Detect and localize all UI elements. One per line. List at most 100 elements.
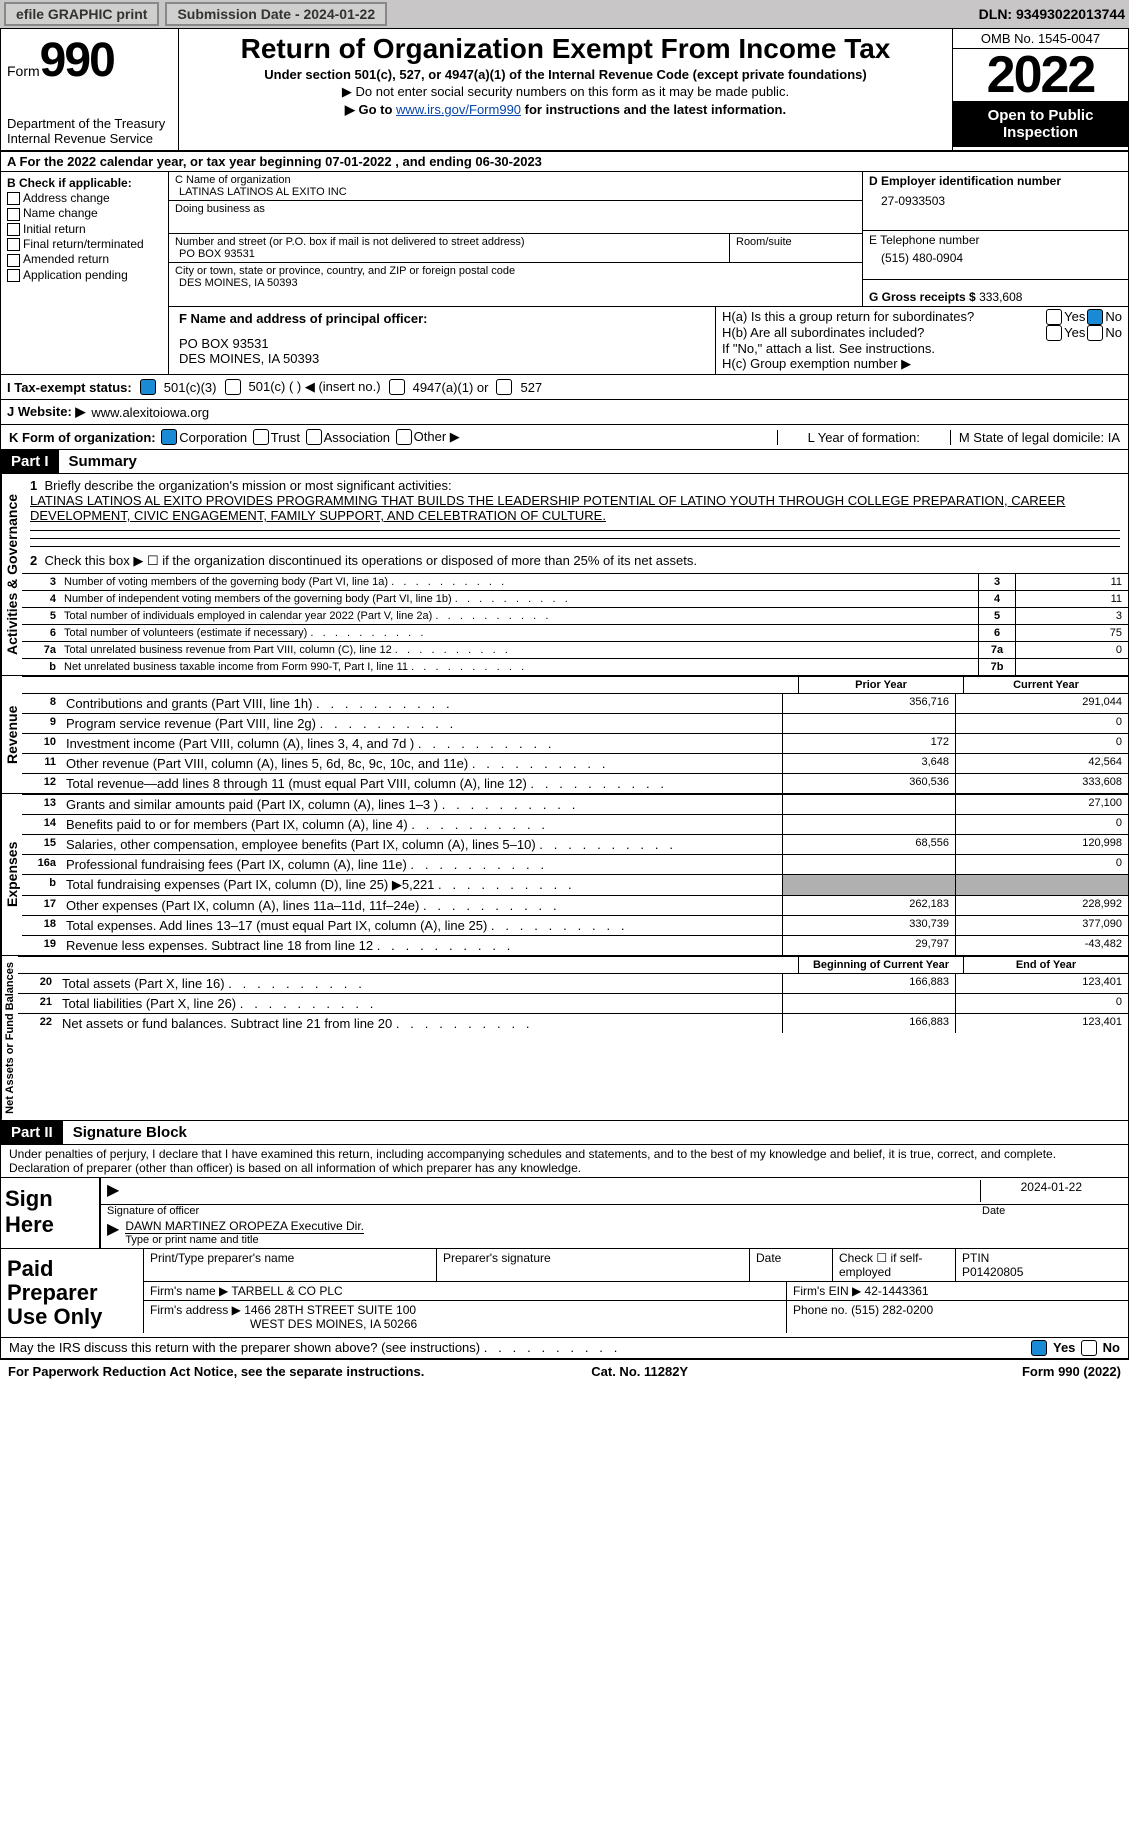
chk-name-change[interactable]: Name change bbox=[7, 206, 162, 220]
mission-text: LATINAS LATINOS AL EXITO PROVIDES PROGRA… bbox=[30, 493, 1065, 523]
expenses-side: Expenses bbox=[1, 794, 22, 955]
ssn-note: ▶ Do not enter social security numbers o… bbox=[185, 84, 946, 100]
perjury-declaration: Under penalties of perjury, I declare th… bbox=[1, 1145, 1128, 1177]
table-row: 9Program service revenue (Part VIII, lin… bbox=[22, 713, 1128, 733]
table-row: 17Other expenses (Part IX, column (A), l… bbox=[22, 895, 1128, 915]
chk-address-change[interactable]: Address change bbox=[7, 191, 162, 205]
ptin-value: P01420805 bbox=[962, 1265, 1023, 1279]
table-row: 6Total number of volunteers (estimate if… bbox=[22, 624, 1128, 641]
state-domicile: M State of legal domicile: IA bbox=[950, 430, 1120, 445]
table-row: 21Total liabilities (Part X, line 26)0 bbox=[18, 993, 1128, 1013]
table-row: 18Total expenses. Add lines 13–17 (must … bbox=[22, 915, 1128, 935]
irs-label: Internal Revenue Service bbox=[7, 131, 172, 146]
telephone-value: (515) 480-0904 bbox=[869, 247, 1122, 265]
efile-print-button[interactable]: efile GRAPHIC print bbox=[4, 2, 159, 26]
table-row: 12Total revenue—add lines 8 through 11 (… bbox=[22, 773, 1128, 793]
officer-addr2: DES MOINES, IA 50393 bbox=[179, 351, 705, 366]
dept-treasury: Department of the Treasury bbox=[7, 116, 172, 131]
dln-label: DLN: 93493022013744 bbox=[979, 6, 1125, 22]
org-name-box: C Name of organization LATINAS LATINOS A… bbox=[169, 172, 862, 201]
chk-527[interactable] bbox=[496, 379, 512, 395]
top-toolbar: efile GRAPHIC print Submission Date - 20… bbox=[0, 0, 1129, 28]
current-year-header: Current Year bbox=[963, 677, 1128, 693]
b-header: B Check if applicable: bbox=[7, 176, 162, 190]
form-subtitle: Under section 501(c), 527, or 4947(a)(1)… bbox=[185, 67, 946, 82]
chk-corporation[interactable] bbox=[161, 429, 177, 445]
table-row: 15Salaries, other compensation, employee… bbox=[22, 834, 1128, 854]
chk-final-return[interactable]: Final return/terminated bbox=[7, 237, 162, 251]
discuss-no-checkbox[interactable] bbox=[1081, 1340, 1097, 1356]
table-row: 11Other revenue (Part VIII, column (A), … bbox=[22, 753, 1128, 773]
ein-box: D Employer identification number 27-0933… bbox=[863, 172, 1128, 231]
sign-here-label: Sign Here bbox=[1, 1178, 99, 1248]
chk-amended-return[interactable]: Amended return bbox=[7, 252, 162, 266]
city-box: City or town, state or province, country… bbox=[169, 263, 862, 291]
table-row: 22Net assets or fund balances. Subtract … bbox=[18, 1013, 1128, 1033]
dba-box: Doing business as bbox=[169, 201, 862, 234]
paid-preparer-label: Paid Preparer Use Only bbox=[1, 1249, 143, 1337]
officer-addr1: PO BOX 93531 bbox=[179, 336, 705, 351]
year-formation: L Year of formation: bbox=[777, 430, 950, 445]
type-name-label: Type or print name and title bbox=[125, 1234, 364, 1246]
table-row: 19Revenue less expenses. Subtract line 1… bbox=[22, 935, 1128, 955]
form-footer: Form 990 (2022) bbox=[1022, 1364, 1121, 1379]
chk-trust[interactable] bbox=[253, 429, 269, 445]
form-number: 990 bbox=[40, 34, 114, 87]
self-employed-check[interactable]: Check ☐ if self-employed bbox=[832, 1249, 955, 1281]
row-j-website: J Website: ▶ www.alexitoiowa.org bbox=[0, 400, 1129, 425]
part-ii-title: Signature Block bbox=[63, 1124, 187, 1141]
revenue-side: Revenue bbox=[1, 676, 22, 793]
irs-link[interactable]: www.irs.gov/Form990 bbox=[396, 102, 521, 117]
firm-ein: 42-1443361 bbox=[865, 1284, 929, 1298]
address-box: Number and street (or P.O. box if mail i… bbox=[169, 234, 862, 263]
table-row: 4Number of independent voting members of… bbox=[22, 590, 1128, 607]
h-a-label: H(a) Is this a group return for subordin… bbox=[722, 309, 1044, 325]
row-a-tax-year: A For the 2022 calendar year, or tax yea… bbox=[0, 152, 1129, 172]
org-name: LATINAS LATINOS AL EXITO INC bbox=[175, 186, 856, 198]
h-b-no-checkbox[interactable] bbox=[1087, 325, 1103, 341]
section-h: H(a) Is this a group return for subordin… bbox=[715, 307, 1128, 374]
form-word: Form bbox=[7, 63, 40, 79]
website-value: www.alexitoiowa.org bbox=[91, 405, 209, 420]
chk-4947a1[interactable] bbox=[389, 379, 405, 395]
preparer-name-label: Print/Type preparer's name bbox=[143, 1249, 436, 1281]
section-b-checkboxes: B Check if applicable: Address change Na… bbox=[1, 172, 169, 374]
h-a-yes-checkbox[interactable] bbox=[1046, 309, 1062, 325]
part-i-bar: Part I bbox=[1, 450, 59, 473]
may-irs-discuss: May the IRS discuss this return with the… bbox=[9, 1340, 617, 1357]
table-row: 20Total assets (Part X, line 16)166,8831… bbox=[18, 973, 1128, 993]
chk-other[interactable] bbox=[396, 429, 412, 445]
h-c-label: H(c) Group exemption number ▶ bbox=[722, 356, 1122, 372]
chk-association[interactable] bbox=[306, 429, 322, 445]
ein-value: 27-0933503 bbox=[869, 188, 1122, 208]
table-row: 7aTotal unrelated business revenue from … bbox=[22, 641, 1128, 658]
table-row: bNet unrelated business taxable income f… bbox=[22, 658, 1128, 675]
chk-501c[interactable] bbox=[225, 379, 241, 395]
pra-notice: For Paperwork Reduction Act Notice, see … bbox=[8, 1364, 424, 1379]
submission-date-button[interactable]: Submission Date - 2024-01-22 bbox=[165, 2, 387, 26]
h-a-no-checkbox[interactable] bbox=[1087, 309, 1103, 325]
chk-initial-return[interactable]: Initial return bbox=[7, 222, 162, 236]
table-row: 13Grants and similar amounts paid (Part … bbox=[22, 794, 1128, 814]
arrow-icon: ▶ bbox=[107, 1180, 119, 1202]
city-state-zip: DES MOINES, IA 50393 bbox=[175, 277, 856, 289]
chk-501c3[interactable] bbox=[140, 379, 156, 395]
part-i-title: Summary bbox=[59, 453, 137, 470]
prior-year-header: Prior Year bbox=[798, 677, 963, 693]
h-b-label: H(b) Are all subordinates included? bbox=[722, 325, 1044, 341]
tax-year: 2022 bbox=[953, 49, 1128, 101]
table-row: 16aProfessional fundraising fees (Part I… bbox=[22, 854, 1128, 874]
end-year-header: End of Year bbox=[963, 957, 1128, 973]
h-b-note: If "No," attach a list. See instructions… bbox=[722, 341, 1122, 356]
row-i-tax-status: I Tax-exempt status: 501(c)(3) 501(c) ( … bbox=[0, 374, 1129, 400]
beginning-year-header: Beginning of Current Year bbox=[798, 957, 963, 973]
table-row: 3Number of voting members of the governi… bbox=[22, 573, 1128, 590]
officer-name: DAWN MARTINEZ OROPEZA Executive Dir. bbox=[125, 1219, 364, 1234]
signature-date: 2024-01-22 bbox=[980, 1180, 1122, 1202]
net-assets-side: Net Assets or Fund Balances bbox=[1, 956, 18, 1120]
chk-application-pending[interactable]: Application pending bbox=[7, 268, 162, 282]
date-label: Date bbox=[982, 1205, 1122, 1217]
h-b-yes-checkbox[interactable] bbox=[1046, 325, 1062, 341]
discuss-yes-checkbox[interactable] bbox=[1031, 1340, 1047, 1356]
preparer-sig-label: Preparer's signature bbox=[436, 1249, 749, 1281]
